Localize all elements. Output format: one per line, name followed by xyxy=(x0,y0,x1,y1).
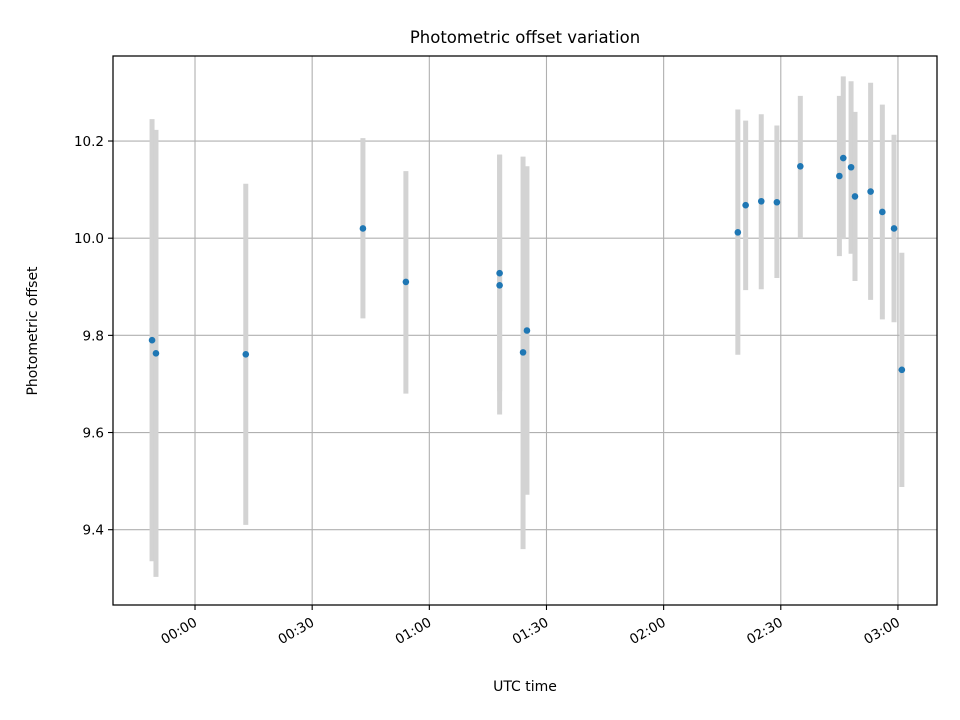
data-point xyxy=(898,366,906,374)
data-point xyxy=(496,282,503,289)
data-point xyxy=(148,336,156,344)
data-point xyxy=(242,351,250,358)
data-point xyxy=(519,349,527,356)
data-point xyxy=(152,350,160,357)
y-axis-label: Photometric offset xyxy=(25,266,41,396)
data-point xyxy=(359,225,367,232)
data-point xyxy=(797,162,804,170)
data-point xyxy=(836,172,843,180)
y-tick-label: 10.0 xyxy=(74,231,104,247)
data-point xyxy=(839,154,847,162)
plot-frame xyxy=(112,55,938,606)
data-point xyxy=(851,193,859,200)
y-tick-label: 9.4 xyxy=(83,523,104,539)
y-tick-label: 9.6 xyxy=(83,426,104,442)
data-point xyxy=(879,208,886,216)
x-axis-label: UTC time xyxy=(493,679,557,695)
data-point xyxy=(847,163,855,171)
data-point xyxy=(890,225,898,232)
data-point xyxy=(867,188,874,195)
data-point xyxy=(523,327,531,334)
y-tick-label: 9.8 xyxy=(83,328,104,344)
data-point xyxy=(773,198,781,206)
data-points xyxy=(148,154,906,374)
data-point xyxy=(757,197,765,205)
data-point xyxy=(734,229,742,236)
chart-title: Photometric offset variation xyxy=(410,28,640,47)
data-point xyxy=(402,278,410,286)
data-point xyxy=(496,269,503,277)
y-tick-label: 10.2 xyxy=(74,134,104,150)
data-point xyxy=(742,201,749,209)
